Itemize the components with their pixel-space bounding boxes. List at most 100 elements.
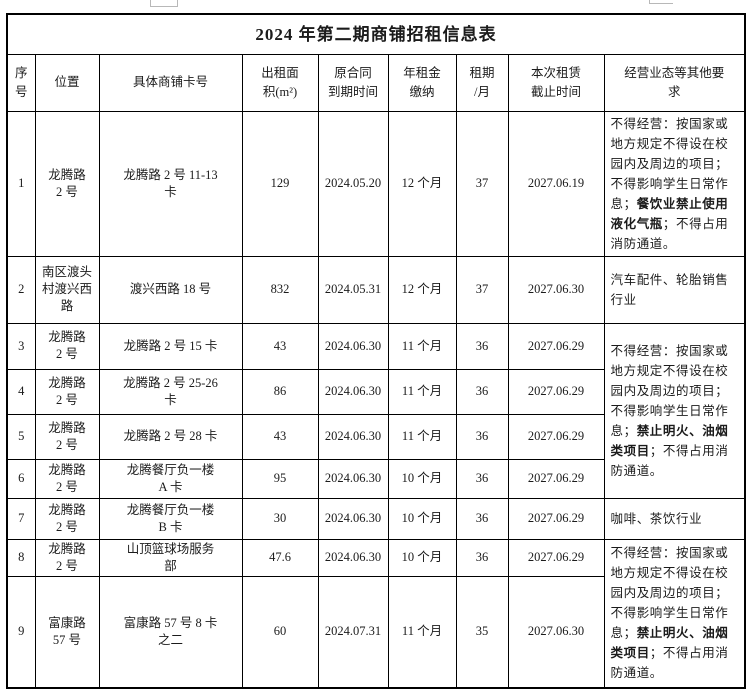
annual-rent-cell: 11 个月 <box>387 575 457 689</box>
rental-info-table: 2024 年第二期商铺招租信息表 序 号 位置 具体商铺卡号 出租面 积(m²)… <box>6 13 747 689</box>
shop-card-cell: 龙腾餐厅负一楼 B 卡 <box>98 497 243 540</box>
requirement-text: ；不得占用消防通道。 <box>610 443 729 478</box>
requirements-cell-merged-3-6: 不得经营：按国家或地方规定不得设在校园内及周边的项目；不得影响学生日常作息；禁止… <box>603 322 746 499</box>
contract-end-cell: 2024.05.31 <box>317 255 389 324</box>
contract-end-cell: 2024.05.20 <box>317 110 389 257</box>
area-cell: 43 <box>241 322 319 370</box>
term-cell: 36 <box>455 497 509 540</box>
area-cell: 30 <box>241 497 319 540</box>
requirements-cell: 咖啡、茶饮行业 <box>603 497 746 540</box>
lease-end-cell: 2027.06.30 <box>507 575 605 689</box>
shop-card-cell: 龙腾餐厅负一楼 A 卡 <box>98 458 243 499</box>
area-cell: 129 <box>241 110 319 257</box>
location-cell: 龙腾路 2 号 <box>34 322 100 370</box>
col-header-location: 位置 <box>34 53 100 112</box>
location-cell: 龙腾路 2 号 <box>34 458 100 499</box>
requirement-bold-text: 禁止明火、油烟类项目 <box>610 423 729 458</box>
annual-rent-cell: 11 个月 <box>387 322 457 370</box>
requirement-text: 不得经营：按国家或地方规定不得设在校园内及周边的项目；不得影响学生日常作息； <box>610 546 729 641</box>
col-header-contract-end: 原合同 到期时间 <box>317 53 389 112</box>
term-cell: 36 <box>455 368 509 415</box>
area-cell: 86 <box>241 368 319 415</box>
table-row: 3 龙腾路 2 号 龙腾路 2 号 15 卡 43 2024.06.30 11 … <box>6 322 746 499</box>
annual-rent-cell: 11 个月 <box>387 413 457 460</box>
requirements-cell: 不得经营：按国家或地方规定不得设在校园内及周边的项目；不得影响学生日常作息；餐饮… <box>603 110 746 257</box>
lease-end-cell: 2027.06.29 <box>507 538 605 577</box>
seq-cell: 1 <box>6 110 36 257</box>
requirement-bold-text: 餐饮业禁止使用液化气瓶 <box>610 196 729 231</box>
requirement-text: 不得经营：按国家或地方规定不得设在校园内及周边的项目；不得影响学生日常作息； <box>610 116 729 211</box>
term-cell: 37 <box>455 255 509 324</box>
contract-end-cell: 2024.06.30 <box>317 497 389 540</box>
contract-end-cell: 2024.06.30 <box>317 413 389 460</box>
table-row: 7 龙腾路 2 号 龙腾餐厅负一楼 B 卡 30 2024.06.30 10 个… <box>6 497 746 540</box>
term-cell: 36 <box>455 413 509 460</box>
col-header-term: 租期 /月 <box>455 53 509 112</box>
annual-rent-cell: 10 个月 <box>387 497 457 540</box>
location-cell: 富康路 57 号 <box>34 575 100 689</box>
col-header-shop-card: 具体商铺卡号 <box>98 53 243 112</box>
shop-card-cell: 富康路 57 号 8 卡 之二 <box>98 575 243 689</box>
col-header-area: 出租面 积(m²) <box>241 53 319 112</box>
requirement-text: ；不得占用消防通道。 <box>610 646 729 681</box>
requirements-cell-merged-8-9: 不得经营：按国家或地方规定不得设在校园内及周边的项目；不得影响学生日常作息；禁止… <box>603 538 746 689</box>
lease-end-cell: 2027.06.19 <box>507 110 605 257</box>
annual-rent-cell: 10 个月 <box>387 538 457 577</box>
col-header-annual-rent: 年租金 缴纳 <box>387 53 457 112</box>
contract-end-cell: 2024.07.31 <box>317 575 389 689</box>
col-header-lease-end: 本次租赁 截止时间 <box>507 53 605 112</box>
lease-end-cell: 2027.06.29 <box>507 458 605 499</box>
lease-end-cell: 2027.06.29 <box>507 497 605 540</box>
seq-cell: 8 <box>6 538 36 577</box>
area-cell: 832 <box>241 255 319 324</box>
contract-end-cell: 2024.06.30 <box>317 322 389 370</box>
shop-card-cell: 龙腾路 2 号 28 卡 <box>98 413 243 460</box>
table-title: 2024 年第二期商铺招租信息表 <box>6 13 746 55</box>
requirement-bold-text: 禁止明火、油烟类项目 <box>610 626 729 661</box>
table-row: 1 龙腾路 2 号 龙腾路 2 号 11-13 卡 129 2024.05.20… <box>6 110 746 257</box>
table-row: 2 南区渡头 村渡兴西 路 渡兴西路 18 号 832 2024.05.31 1… <box>6 255 746 324</box>
shop-card-cell: 龙腾路 2 号 25-26 卡 <box>98 368 243 415</box>
seq-cell: 4 <box>6 368 36 415</box>
table-row: 8 龙腾路 2 号 山顶篮球场服务 部 47.6 2024.06.30 10 个… <box>6 538 746 689</box>
shop-card-cell: 渡兴西路 18 号 <box>98 255 243 324</box>
location-cell: 南区渡头 村渡兴西 路 <box>34 255 100 324</box>
seq-cell: 9 <box>6 575 36 689</box>
term-cell: 36 <box>455 458 509 499</box>
location-cell: 龙腾路 2 号 <box>34 413 100 460</box>
annual-rent-cell: 12 个月 <box>387 110 457 257</box>
col-header-seq: 序 号 <box>6 53 36 112</box>
table-row: 6 龙腾路 2 号 龙腾餐厅负一楼 A 卡 95 2024.06.30 10 个… <box>6 458 745 499</box>
area-cell: 47.6 <box>241 538 319 577</box>
location-cell: 龙腾路 2 号 <box>34 497 100 540</box>
cutoff-ui-fragment-left <box>150 0 178 7</box>
table-row: 4 龙腾路 2 号 龙腾路 2 号 25-26 卡 86 2024.06.30 … <box>6 368 745 415</box>
shop-card-cell: 龙腾路 2 号 11-13 卡 <box>98 110 243 257</box>
area-cell: 95 <box>241 458 319 499</box>
location-cell: 龙腾路 2 号 <box>34 110 100 257</box>
table-row: 5 龙腾路 2 号 龙腾路 2 号 28 卡 43 2024.06.30 11 … <box>6 413 745 460</box>
area-cell: 60 <box>241 575 319 689</box>
lease-end-cell: 2027.06.29 <box>507 368 605 415</box>
lease-end-cell: 2027.06.29 <box>507 413 605 460</box>
area-cell: 43 <box>241 413 319 460</box>
cutoff-ui-fragment-right <box>649 0 673 4</box>
shop-card-cell: 龙腾路 2 号 15 卡 <box>98 322 243 370</box>
seq-cell: 6 <box>6 458 36 499</box>
requirements-cell: 汽车配件、轮胎销售行业 <box>603 255 746 324</box>
lease-end-cell: 2027.06.30 <box>507 255 605 324</box>
seq-cell: 2 <box>6 255 36 324</box>
seq-cell: 7 <box>6 497 36 540</box>
seq-cell: 3 <box>6 322 36 370</box>
annual-rent-cell: 10 个月 <box>387 458 457 499</box>
location-cell: 龙腾路 2 号 <box>34 538 100 577</box>
table-row: 9 富康路 57 号 富康路 57 号 8 卡 之二 60 2024.07.31… <box>6 575 745 689</box>
requirement-text: 不得经营：按国家或地方规定不得设在校园内及周边的项目；不得影响学生日常作息； <box>610 343 729 438</box>
term-cell: 36 <box>455 538 509 577</box>
contract-end-cell: 2024.06.30 <box>317 458 389 499</box>
seq-cell: 5 <box>6 413 36 460</box>
annual-rent-cell: 11 个月 <box>387 368 457 415</box>
term-cell: 37 <box>455 110 509 257</box>
shop-card-cell: 山顶篮球场服务 部 <box>98 538 243 577</box>
